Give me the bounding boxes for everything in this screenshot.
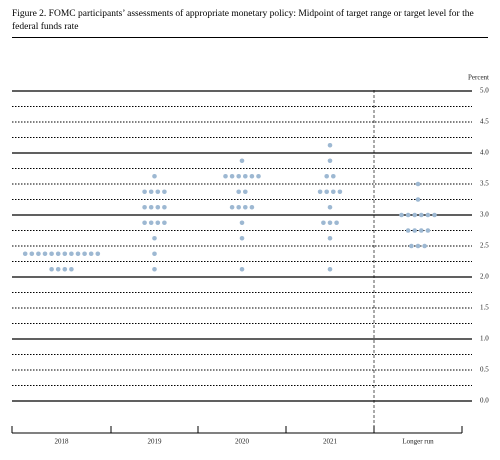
dot <box>223 173 228 179</box>
y-tick-label: 1.5 <box>480 304 489 312</box>
dot <box>49 266 54 272</box>
dot <box>239 158 245 164</box>
dot <box>415 197 421 202</box>
dot <box>239 235 245 241</box>
dot <box>29 251 35 257</box>
dot <box>155 204 161 210</box>
y-tick-label: 1.0 <box>480 335 489 343</box>
dot <box>152 235 157 241</box>
dot <box>422 243 427 249</box>
dot <box>249 204 255 210</box>
dot <box>324 173 330 179</box>
dot <box>256 173 261 179</box>
dot <box>337 189 343 195</box>
y-axis-label: Percent <box>468 74 489 82</box>
dot <box>327 142 333 148</box>
dot <box>321 220 326 226</box>
dot <box>331 173 336 179</box>
y-tick-label: 2.0 <box>480 273 489 281</box>
dot <box>317 189 323 195</box>
dot <box>155 220 161 226</box>
chart-title: Figure 2. FOMC participants’ assessments… <box>12 8 488 38</box>
dot <box>55 266 61 272</box>
dot <box>95 251 101 257</box>
dot <box>399 212 404 218</box>
dot <box>236 189 241 195</box>
dot <box>148 220 154 226</box>
dot <box>162 189 167 195</box>
dot <box>425 228 431 233</box>
dot <box>419 228 424 233</box>
dot <box>49 251 54 257</box>
dot <box>55 251 61 257</box>
dot <box>405 228 411 233</box>
dot <box>229 204 235 210</box>
dot <box>405 212 411 218</box>
dot <box>36 251 41 257</box>
dot <box>22 251 28 257</box>
dot <box>236 204 241 210</box>
dot <box>88 251 94 257</box>
dot <box>409 243 414 249</box>
dot <box>162 204 167 210</box>
dot <box>155 189 161 195</box>
dot <box>42 251 48 257</box>
dot <box>327 158 333 164</box>
dot <box>243 204 248 210</box>
dot <box>162 220 167 226</box>
y-tick-label: 0.5 <box>480 366 489 374</box>
dot <box>239 266 245 272</box>
dot <box>327 266 333 272</box>
dot <box>327 204 333 210</box>
dot <box>415 181 421 187</box>
dot <box>75 251 81 257</box>
dot <box>412 212 418 218</box>
dot <box>324 189 330 195</box>
dot <box>229 173 235 179</box>
dot <box>148 204 154 210</box>
y-tick-label: 5.0 <box>480 87 489 95</box>
dot <box>142 220 147 226</box>
dot <box>412 228 418 233</box>
x-tick-label: 2018 <box>55 438 70 446</box>
x-tick-label: 2019 <box>148 438 163 446</box>
dot <box>69 266 74 272</box>
x-tick-label: 2020 <box>235 438 250 446</box>
dot <box>327 220 333 226</box>
x-tick-label: 2021 <box>323 438 338 446</box>
x-tick-label: Longer run <box>402 438 434 446</box>
dot <box>142 204 147 210</box>
dot <box>82 251 87 257</box>
dot <box>243 173 248 179</box>
y-tick-label: 0.0 <box>480 397 489 405</box>
y-tick-label: 3.5 <box>480 180 489 188</box>
dot <box>249 173 255 179</box>
dot <box>152 266 157 272</box>
dot <box>142 189 147 195</box>
y-tick-label: 2.5 <box>480 242 489 250</box>
dot <box>334 220 339 226</box>
dot <box>148 189 154 195</box>
dot <box>243 189 248 195</box>
dot <box>327 235 333 241</box>
dot <box>236 173 241 179</box>
dot <box>425 212 431 218</box>
dot <box>331 189 336 195</box>
dot <box>239 220 245 226</box>
dot <box>419 212 424 218</box>
y-tick-label: 3.0 <box>480 211 489 219</box>
dot <box>415 243 421 249</box>
dot <box>62 251 68 257</box>
dot <box>62 266 68 272</box>
y-tick-label: 4.0 <box>480 149 489 157</box>
dot <box>152 173 157 179</box>
y-tick-label: 4.5 <box>480 118 489 126</box>
dot <box>152 251 157 257</box>
dot <box>69 251 74 257</box>
dot <box>432 212 437 218</box>
